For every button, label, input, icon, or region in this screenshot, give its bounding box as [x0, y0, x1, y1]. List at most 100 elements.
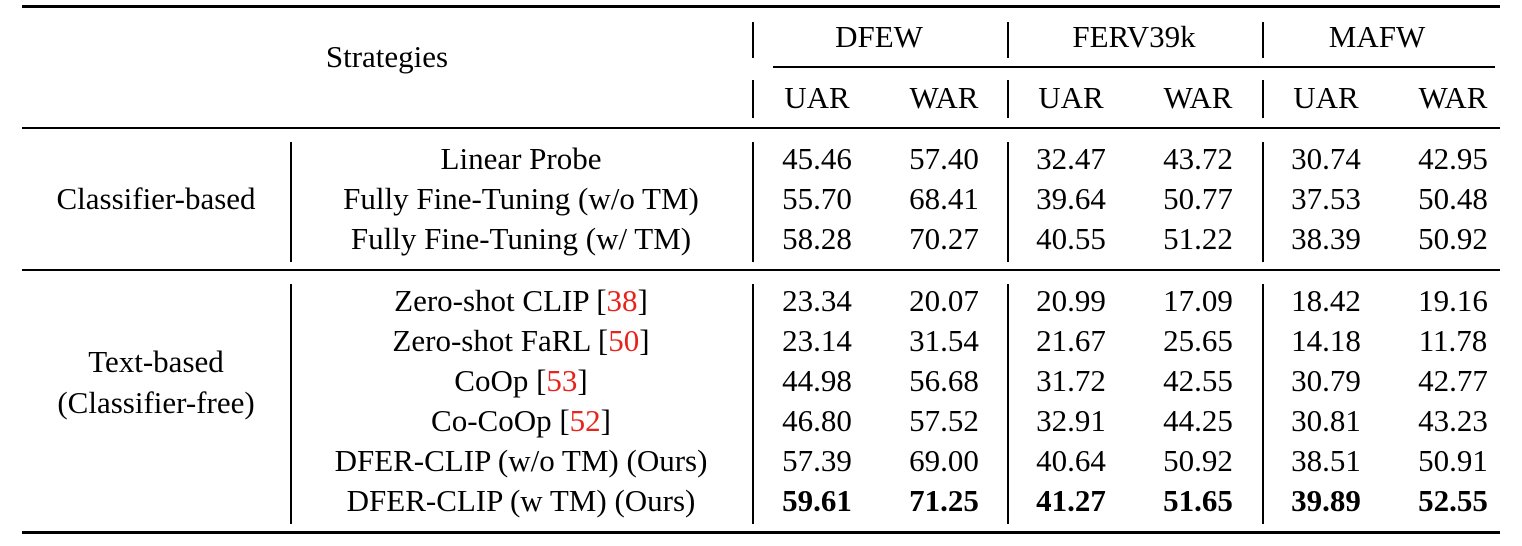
cell-value: 25.65	[1163, 323, 1233, 358]
cell-value: 44.98	[782, 363, 852, 398]
cell-value: 32.91	[1036, 403, 1106, 438]
metric-header: WAR	[1418, 80, 1488, 115]
method-name: CoOp [53]	[454, 363, 588, 398]
strategies-header: Strategies	[325, 39, 449, 74]
metric-header: WAR	[1163, 80, 1233, 115]
method-name: Co-CoOp [52]	[431, 403, 611, 438]
bottom-rule	[22, 531, 1500, 534]
citation-link[interactable]: 52	[569, 403, 601, 438]
citation-link[interactable]: 38	[606, 283, 638, 318]
g1-bar-0	[290, 142, 292, 262]
cell-value: 44.25	[1163, 403, 1233, 438]
g2-bar-3	[1262, 284, 1264, 524]
cell-value: 42.77	[1418, 363, 1488, 398]
cell-value: 40.55	[1036, 221, 1106, 256]
method-name: Fully Fine-Tuning (w/ TM)	[350, 221, 692, 256]
method-name: DFER-CLIP (w TM) (Ours)	[346, 483, 696, 518]
cell-value-best: 51.65	[1163, 483, 1233, 518]
cell-value: 23.34	[782, 283, 852, 318]
cell-value: 30.81	[1291, 403, 1361, 438]
cell-value: 17.09	[1163, 283, 1233, 318]
cell-value: 42.95	[1418, 141, 1488, 176]
cell-value: 57.39	[782, 443, 852, 478]
cell-value: 37.53	[1291, 181, 1361, 216]
cell-value: 39.64	[1036, 181, 1106, 216]
dataset-header-dfew: DFEW	[835, 19, 923, 54]
group-label-text-based: Text-based	[88, 344, 224, 379]
metric-bar-2	[1007, 80, 1009, 118]
cell-value: 51.22	[1163, 221, 1233, 256]
cell-value: 20.99	[1036, 283, 1106, 318]
citation-link[interactable]: 53	[546, 363, 578, 398]
dataset-header-mafw: MAFW	[1328, 19, 1426, 54]
cell-value-best: 39.89	[1291, 483, 1361, 518]
cell-value: 57.52	[909, 403, 979, 438]
g2-bar-0	[290, 284, 292, 524]
cell-value: 30.79	[1291, 363, 1361, 398]
metric-header: UAR	[1038, 80, 1104, 115]
header-bar-3	[1262, 22, 1264, 58]
cell-value: 21.67	[1036, 323, 1106, 358]
cell-value: 30.74	[1291, 141, 1361, 176]
cell-value: 23.14	[782, 323, 852, 358]
cell-value: 46.80	[782, 403, 852, 438]
dataset-underline	[773, 66, 1495, 68]
cell-value: 69.00	[909, 443, 979, 478]
cell-value: 50.92	[1163, 443, 1233, 478]
header-bar-1	[752, 22, 754, 58]
cell-value: 32.47	[1036, 141, 1106, 176]
cell-value: 42.55	[1163, 363, 1233, 398]
g1-bar-1	[752, 142, 754, 262]
method-name: Fully Fine-Tuning (w/o TM)	[343, 181, 699, 216]
metric-header: WAR	[909, 80, 979, 115]
group-rule	[22, 269, 1500, 271]
cell-value: 31.72	[1036, 363, 1106, 398]
group-label-classifier-based: Classifier-based	[56, 181, 256, 216]
metric-header: UAR	[784, 80, 850, 115]
method-name: Zero-shot CLIP [38]	[394, 283, 648, 318]
citation-link[interactable]: 50	[608, 323, 640, 358]
top-rule	[22, 5, 1500, 8]
g2-bar-2	[1007, 284, 1009, 524]
cell-value: 50.92	[1418, 221, 1488, 256]
method-name: Linear Probe	[440, 141, 602, 176]
g1-bar-2	[1007, 142, 1009, 262]
cell-value: 20.07	[909, 283, 979, 318]
cell-value: 40.64	[1036, 443, 1106, 478]
cell-value: 11.78	[1418, 323, 1488, 358]
cell-value: 55.70	[782, 181, 852, 216]
cell-value: 56.68	[909, 363, 979, 398]
cell-value: 45.46	[782, 141, 852, 176]
g1-bar-3	[1262, 142, 1264, 262]
cell-value: 43.23	[1418, 403, 1488, 438]
metric-bar-3	[1262, 80, 1264, 118]
metric-header: UAR	[1293, 80, 1359, 115]
cell-value-best: 71.25	[909, 483, 979, 518]
cell-value: 19.16	[1418, 283, 1488, 318]
method-name: Zero-shot FaRL [50]	[392, 323, 650, 358]
cell-value: 38.39	[1291, 221, 1361, 256]
cell-value: 31.54	[909, 323, 979, 358]
dataset-header-ferv39k: FERV39k	[1072, 19, 1196, 54]
cell-value: 58.28	[782, 221, 852, 256]
cell-value: 43.72	[1163, 141, 1233, 176]
cell-value: 38.51	[1291, 443, 1361, 478]
method-name: DFER-CLIP (w/o TM) (Ours)	[334, 443, 708, 478]
cell-value: 18.42	[1291, 283, 1361, 318]
cell-value-best: 52.55	[1418, 483, 1488, 518]
header-rule	[22, 127, 1500, 129]
header-bar-2	[1007, 22, 1009, 58]
cell-value: 68.41	[909, 181, 979, 216]
metric-bar-1	[752, 80, 754, 118]
cell-value-best: 59.61	[782, 483, 852, 518]
cell-value: 57.40	[909, 141, 979, 176]
cell-value: 50.77	[1163, 181, 1233, 216]
cell-value: 70.27	[909, 221, 979, 256]
cell-value-best: 41.27	[1036, 483, 1106, 518]
cell-value: 50.48	[1418, 181, 1488, 216]
cell-value: 50.91	[1418, 443, 1488, 478]
group-label-classifier-free: (Classifier-free)	[57, 385, 255, 420]
cell-value: 14.18	[1291, 323, 1361, 358]
g2-bar-1	[752, 284, 754, 524]
